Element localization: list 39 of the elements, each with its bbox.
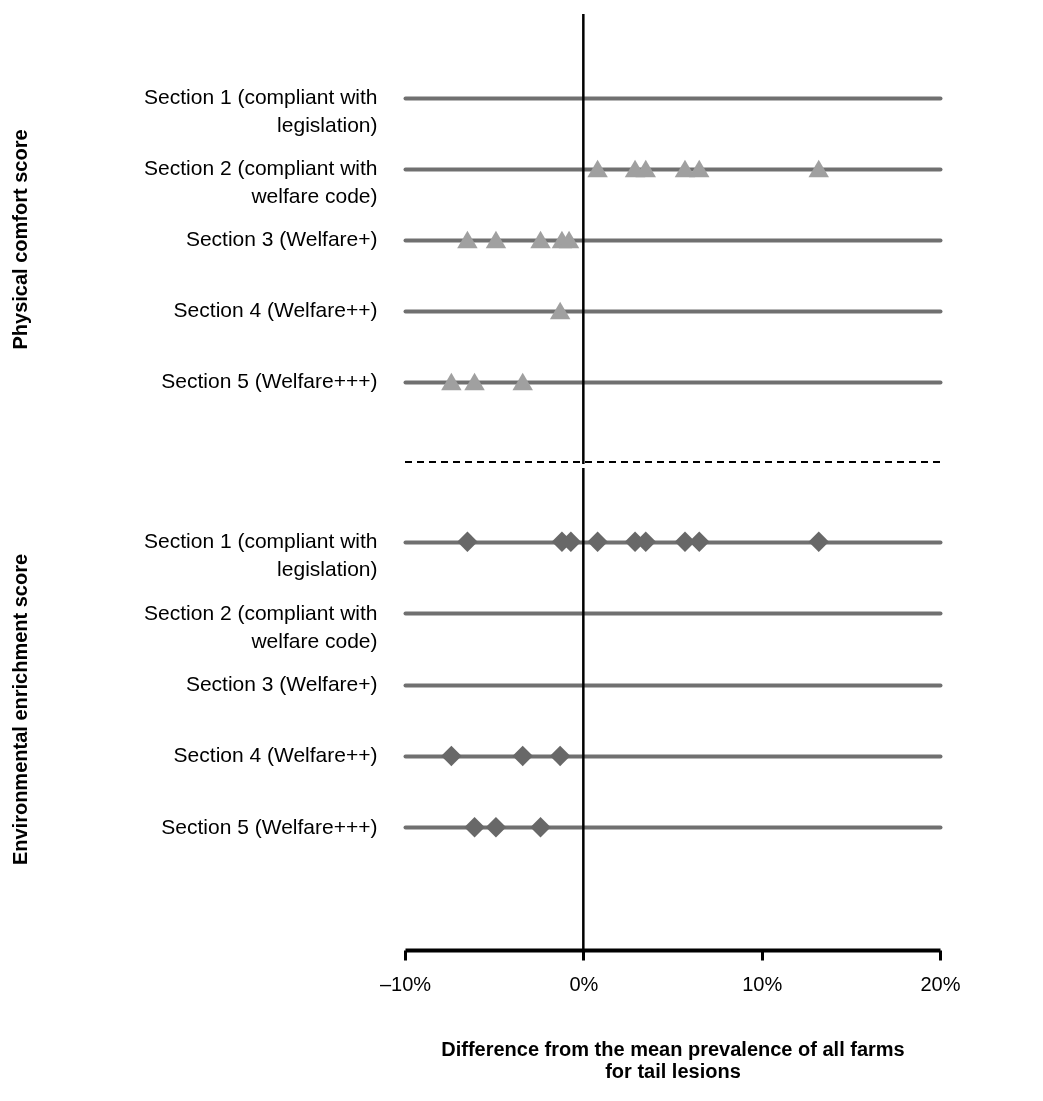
x-tick-label: 0% [569, 972, 599, 995]
y-tick-label: Section 3 (Welfare+) [185, 227, 378, 250]
y-axis-title: Environmental enrichment score [8, 553, 31, 866]
point [485, 230, 507, 249]
x-tick-label: 10% [742, 972, 783, 995]
y-axis-title: Physical comfort score [8, 129, 31, 350]
point [512, 372, 533, 391]
y-tick-label: Section 4 (Welfare++) [173, 298, 378, 321]
x-tick-label: –10% [379, 972, 432, 995]
point [530, 230, 551, 249]
point [587, 159, 608, 178]
x-axis-title: Difference from the mean prevalence of all farms for tail lesions [441, 1037, 905, 1082]
point [441, 372, 462, 391]
point [558, 230, 580, 249]
point [587, 531, 608, 552]
point [549, 745, 571, 767]
point [808, 159, 829, 178]
y-tick-label: Section 4 (Welfare++) [173, 743, 378, 767]
y-tick-label: Section 1 (compliant with legislation) [144, 529, 378, 581]
y-tick-label: Section 3 (Welfare+) [185, 672, 378, 695]
y-tick-label: Section 1 (compliant with legislation) [144, 85, 378, 136]
y-tick-label: Section 5 (Welfare+++) [161, 814, 378, 838]
point [689, 159, 710, 178]
point [464, 372, 485, 391]
point [549, 301, 571, 320]
point [485, 817, 507, 838]
point [808, 531, 829, 552]
point [512, 745, 533, 767]
y-tick-label: Section 2 (compliant with welfare code) [144, 156, 378, 207]
point [689, 531, 710, 552]
point [635, 159, 656, 178]
y-tick-label: Section 2 (compliant with welfare code) [144, 600, 378, 652]
x-tick-label: 20% [920, 972, 961, 995]
point [464, 817, 485, 838]
point [457, 531, 478, 552]
y-tick-label: Section 5 (Welfare+++) [161, 369, 378, 392]
point [457, 230, 478, 249]
point [530, 817, 551, 838]
point [441, 745, 462, 767]
